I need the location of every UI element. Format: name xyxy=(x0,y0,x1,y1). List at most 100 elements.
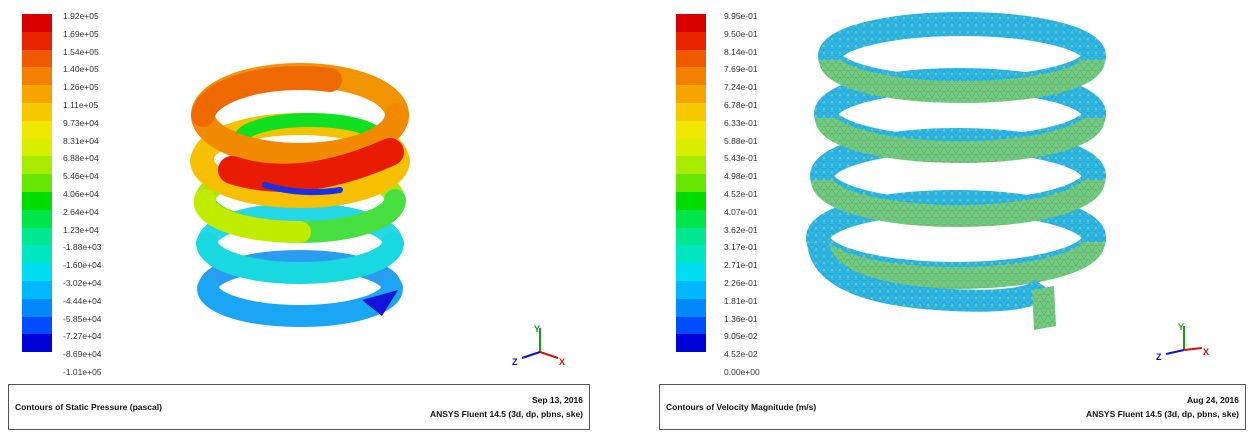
legend-value: -1.88e+03 xyxy=(63,242,102,253)
colorbar-swatch xyxy=(22,245,52,264)
legend-value: 4.52e-01 xyxy=(724,188,758,199)
legend-value: -8.69e+04 xyxy=(63,349,102,360)
colorbar-swatch xyxy=(22,102,52,121)
legend-value: 9.73e+04 xyxy=(63,117,99,128)
colorbar-swatch xyxy=(22,138,52,157)
axis-z-label: Z xyxy=(512,357,518,367)
colorbar-swatch xyxy=(676,102,706,121)
legend-value: -3.02e+04 xyxy=(63,277,102,288)
colorbar-swatch xyxy=(676,316,706,335)
legend-value: 4.06e+04 xyxy=(63,188,99,199)
legend-value: 4.07e-01 xyxy=(724,206,758,217)
colorbar-swatch xyxy=(22,14,52,32)
legend-value: 1.23e+04 xyxy=(63,224,99,235)
colorbar-swatch xyxy=(676,120,706,139)
colorbar-swatch xyxy=(22,120,52,139)
coil-front-1 xyxy=(819,57,1105,103)
legend-value: 1.11e+05 xyxy=(63,99,99,110)
colorbar-swatch xyxy=(22,263,52,281)
legend-value: 1.54e+05 xyxy=(63,46,99,57)
velocity-footer: Contours of Velocity Magnitude (m/s) Aug… xyxy=(659,384,1246,430)
axis-y-label: Y xyxy=(534,324,540,334)
colorbar-swatch xyxy=(676,263,706,281)
pressure-axis-triad: Y X Z xyxy=(512,324,565,367)
legend-value: 8.31e+04 xyxy=(63,135,99,146)
colorbar-swatch xyxy=(22,156,52,175)
legend-value: 2.71e-01 xyxy=(724,260,758,271)
legend-value: 4.52e-02 xyxy=(724,349,758,360)
legend-value: -5.85e+04 xyxy=(63,313,102,324)
colorbar-swatch xyxy=(22,334,52,353)
legend-value: 5.46e+04 xyxy=(63,171,99,182)
colorbar-swatch xyxy=(676,227,706,246)
colorbar-swatch xyxy=(22,280,52,299)
colorbar-swatch xyxy=(676,156,706,175)
coil-front-2b xyxy=(193,189,311,244)
legend-value: 8.14e-01 xyxy=(724,46,758,57)
coil-red-inlet xyxy=(218,138,404,192)
legend-value: 6.33e-01 xyxy=(724,117,758,128)
colorbar-swatch xyxy=(22,67,52,86)
legend-value: -7.27e+04 xyxy=(63,331,102,342)
software-info: ANSYS Fluent 14.5 (3d, dp, pbns, ske) xyxy=(1085,409,1239,419)
legend-value: 4.98e-01 xyxy=(724,171,758,182)
colorbar-swatch xyxy=(676,334,706,353)
coil-front-5 xyxy=(197,277,403,327)
legend-value: 3.62e-01 xyxy=(724,224,758,235)
legend-value: 7.24e-01 xyxy=(724,82,758,93)
velocity-legend-labels: 9.95e-01 9.50e-01 8.14e-01 7.69e-01 7.24e-01… xyxy=(724,8,760,382)
colorbar-swatch xyxy=(22,298,52,317)
coil-blue-outlet xyxy=(362,290,398,316)
velocity-spring-viewport[interactable]: Y X Z xyxy=(652,0,1249,375)
legend-value: 1.40e+05 xyxy=(63,64,99,75)
pressure-spring xyxy=(190,63,410,327)
legend-value: 9.05e-02 xyxy=(724,331,758,342)
colorbar-swatch xyxy=(676,49,706,68)
colorbar-swatch xyxy=(676,31,706,50)
velocity-spring xyxy=(806,12,1106,330)
colorbar-swatch xyxy=(22,316,52,335)
legend-value: -1.60e+04 xyxy=(63,260,102,271)
colorbar-swatch xyxy=(676,209,706,228)
coil-front-3 xyxy=(811,178,1105,227)
legend-value: 2.64e+04 xyxy=(63,206,99,217)
coil-bottom xyxy=(807,240,1054,312)
colorbar-swatch xyxy=(676,298,706,317)
plot-title: Contours of Velocity Magnitude (m/s) xyxy=(666,402,817,412)
colorbar-swatch xyxy=(22,174,52,192)
colorbar-swatch xyxy=(22,227,52,246)
velocity-axis-triad: Y X Z xyxy=(1156,322,1209,362)
coil-blue-bottom xyxy=(262,182,343,196)
pressure-spring-viewport[interactable]: Y X Z xyxy=(0,0,600,375)
coil-end xyxy=(1032,286,1056,330)
legend-value: 5.88e-01 xyxy=(724,135,758,146)
legend-value: 3.17e-01 xyxy=(724,242,758,253)
legend-value: 6.78e-01 xyxy=(724,99,758,110)
colorbar-swatch xyxy=(676,138,706,157)
legend-value: 7.69e-01 xyxy=(724,64,758,75)
velocity-contour-panel: 9.95e-01 9.50e-01 8.14e-01 7.69e-01 7.24e-01… xyxy=(652,0,1249,434)
colorbar-swatch xyxy=(22,209,52,228)
coil-front-4 xyxy=(807,240,1105,289)
coil-front-2 xyxy=(815,116,1105,163)
legend-value: 0.00e+00 xyxy=(724,366,760,377)
legend-value: 2.26e-01 xyxy=(724,277,758,288)
legend-value: 1.36e-01 xyxy=(724,313,758,324)
legend-value: 1.81e-01 xyxy=(724,295,758,306)
velocity-colorbar xyxy=(676,14,706,353)
legend-value: 1.26e+05 xyxy=(63,82,99,93)
colorbar-swatch xyxy=(676,67,706,86)
pressure-colorbar xyxy=(22,14,52,353)
legend-value: 9.95e-01 xyxy=(724,11,758,21)
legend-value: 6.88e+04 xyxy=(63,153,99,164)
legend-value: -4.44e+04 xyxy=(63,295,102,306)
legend-value: 1.69e+05 xyxy=(63,28,99,39)
pressure-legend-labels: 1.92e+05 1.69e+05 1.54e+05 1.40e+05 1.26e+05… xyxy=(63,8,102,382)
legend-value: -1.01e+05 xyxy=(63,366,102,377)
axis-x-label: X xyxy=(559,357,565,367)
colorbar-swatch xyxy=(676,14,706,32)
coil-front-2 xyxy=(190,148,410,208)
axis-x-label: X xyxy=(1203,347,1209,357)
pressure-footer: Contours of Static Pressure (pascal) Sep… xyxy=(8,384,590,430)
plot-title: Contours of Static Pressure (pascal) xyxy=(15,402,162,412)
